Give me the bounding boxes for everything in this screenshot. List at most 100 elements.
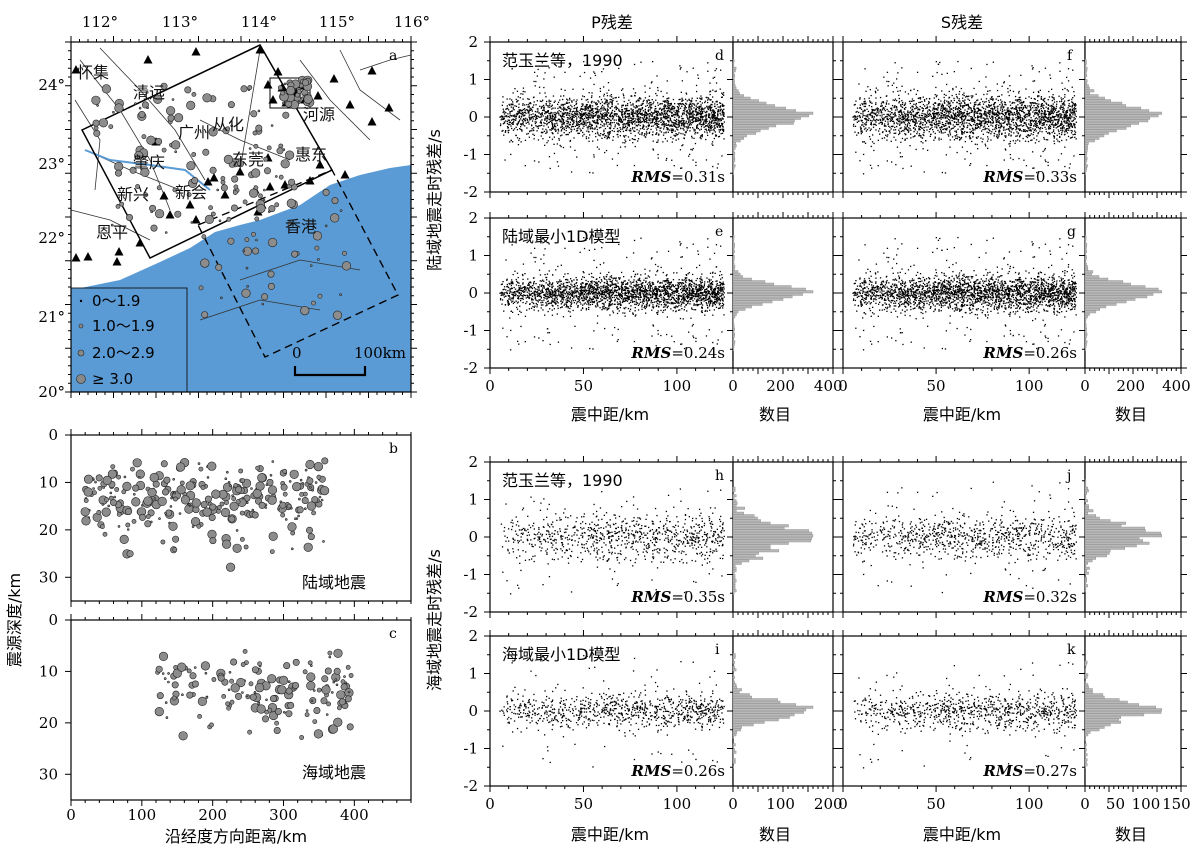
residual-point xyxy=(634,94,636,97)
residual-point xyxy=(633,164,636,167)
depth-event xyxy=(336,705,342,711)
residual-point xyxy=(627,110,630,112)
residual-point xyxy=(627,116,629,118)
residual-point xyxy=(578,121,580,123)
residual-point xyxy=(855,151,857,153)
residual-point xyxy=(1053,140,1055,142)
residual-point xyxy=(1045,106,1047,108)
residual-point xyxy=(960,129,962,131)
residual-point xyxy=(1064,146,1066,148)
event-marker xyxy=(155,138,163,146)
residual-point xyxy=(627,123,630,125)
residual-point xyxy=(1018,135,1021,137)
residual-point xyxy=(898,114,900,116)
depth-event xyxy=(343,675,346,678)
residual-point xyxy=(641,103,643,105)
residual-point xyxy=(681,100,683,102)
residual-point xyxy=(1046,110,1049,112)
residual-point xyxy=(645,126,647,128)
residual-point xyxy=(630,130,632,132)
residual-point xyxy=(690,148,692,151)
residual-point xyxy=(1023,118,1025,120)
residual-point xyxy=(667,106,670,109)
residual-point xyxy=(617,123,619,125)
residual-point xyxy=(712,144,714,146)
event-marker xyxy=(311,300,316,306)
residual-point xyxy=(887,117,889,119)
residual-point xyxy=(1043,118,1045,120)
residual-point xyxy=(702,119,704,121)
residual-point xyxy=(688,106,690,108)
residual-point xyxy=(871,120,873,122)
residual-point xyxy=(681,80,683,82)
residual-point xyxy=(660,119,662,121)
residual-point xyxy=(689,102,691,104)
depth-event xyxy=(172,535,180,543)
residual-point xyxy=(635,118,637,120)
residual-point xyxy=(520,118,522,120)
residual-point xyxy=(520,123,522,125)
residual-point xyxy=(719,110,722,112)
residual-point xyxy=(698,123,700,125)
residual-point xyxy=(670,129,672,132)
residual-point xyxy=(558,139,560,141)
residual-point xyxy=(536,126,538,128)
residual-point xyxy=(586,106,588,108)
residual-point xyxy=(520,93,522,95)
event-marker xyxy=(209,166,217,174)
residual-point xyxy=(557,111,559,113)
depth-event xyxy=(144,520,152,528)
histogram-bar xyxy=(732,94,745,98)
residual-point xyxy=(1072,120,1075,122)
residual-point xyxy=(639,122,641,124)
residual-point xyxy=(920,136,922,138)
residual-point xyxy=(558,114,560,116)
residual-point xyxy=(698,106,700,108)
residual-point xyxy=(600,98,603,101)
residual-point xyxy=(595,108,597,110)
residual-point xyxy=(547,105,549,107)
residual-point xyxy=(856,110,858,113)
residual-point xyxy=(563,123,565,125)
residual-point xyxy=(682,127,684,130)
depth-event xyxy=(226,705,231,711)
residual-point xyxy=(640,108,642,111)
residual-point xyxy=(932,131,935,133)
residual-point xyxy=(646,100,648,103)
residual-point xyxy=(569,139,572,142)
residual-point xyxy=(600,119,602,121)
depth-event xyxy=(104,497,109,503)
residual-point xyxy=(671,125,673,127)
residual-point xyxy=(672,130,674,132)
residual-point xyxy=(540,107,542,109)
residual-point xyxy=(936,109,938,111)
residual-point xyxy=(623,112,626,114)
residual-point xyxy=(522,93,524,95)
lat-tick-label: 22° xyxy=(38,229,65,247)
residual-point xyxy=(599,102,602,105)
depth-event xyxy=(177,662,187,672)
lat-tick-label: 21° xyxy=(38,308,65,326)
residual-point xyxy=(612,117,614,119)
residual-point xyxy=(695,107,697,110)
residual-point xyxy=(637,110,639,112)
residual-point xyxy=(706,130,708,132)
residual-point xyxy=(708,116,710,118)
residual-point xyxy=(667,124,669,126)
residual-point xyxy=(571,118,573,120)
residual-point xyxy=(613,127,615,130)
depth-panel-b: b 陆域地震 xyxy=(70,434,412,602)
depth-event xyxy=(206,476,210,479)
residual-point xyxy=(638,124,640,126)
residual-point xyxy=(649,105,651,107)
residual-point xyxy=(639,110,642,112)
residual-point xyxy=(570,171,573,173)
residual-point xyxy=(610,99,613,101)
residual-point xyxy=(626,126,629,129)
residual-point xyxy=(515,114,517,116)
residual-point xyxy=(1055,118,1057,121)
residual-point xyxy=(579,109,581,112)
residual-point xyxy=(597,122,599,124)
residual-point xyxy=(508,109,510,111)
residual-point xyxy=(662,114,664,116)
